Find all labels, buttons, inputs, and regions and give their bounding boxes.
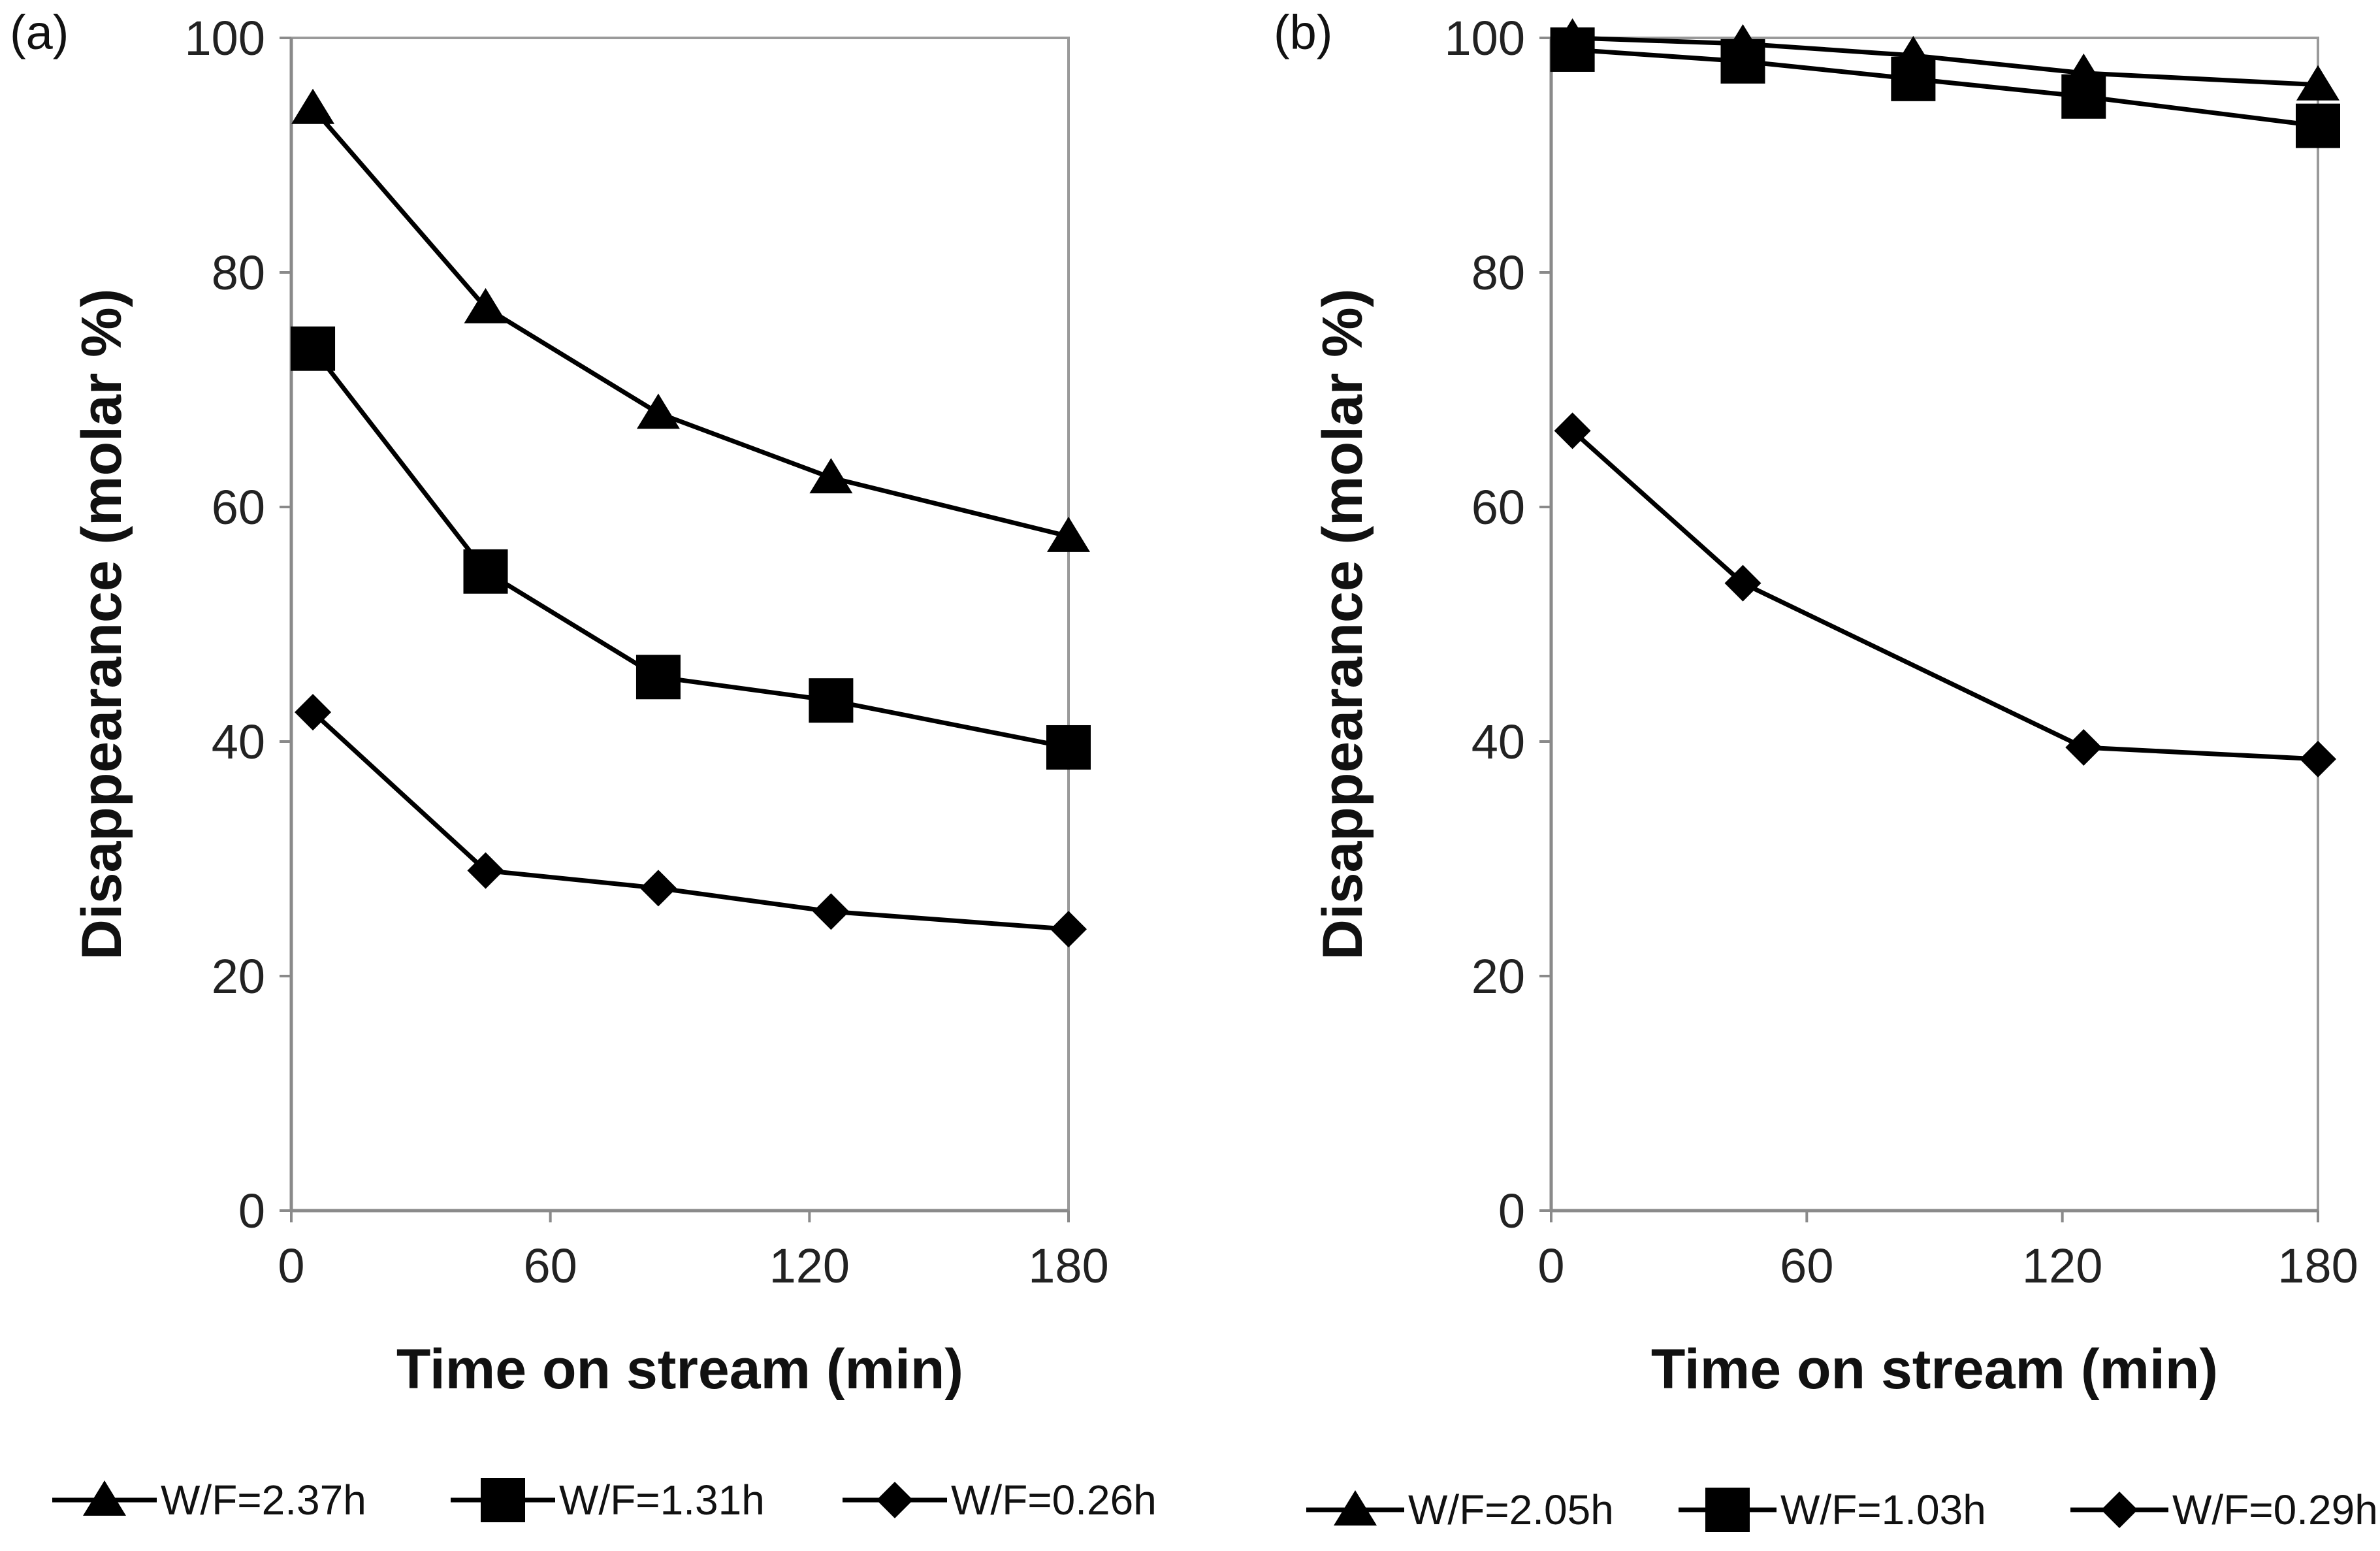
data-point-triangle [2296,65,2340,101]
legend-label: W/F=0.26h [951,1477,1157,1524]
legend-marker-square [1705,1488,1750,1532]
y-tick-label: 0 [1498,1184,1525,1238]
x-tick-label: 120 [769,1239,850,1293]
x-tick-label: 0 [1537,1239,1564,1293]
x-tick-label: 60 [524,1239,577,1293]
data-point-diamond [1724,564,1761,602]
x-axis-title: Time on stream (min) [1651,1338,2218,1401]
chart-panel-b: 0 20 40 60 80 100 0 60 120 180 Time on stream (min… [1274,5,2378,1533]
data-point-triangle [464,287,507,323]
legend-marker-triangle [1334,1490,1377,1526]
x-tick-label: 0 [278,1239,304,1293]
legend-entry: W/F=1.31h [451,1477,765,1524]
legend-label: W/F=0.29h [2172,1486,2378,1533]
data-point-square [2296,103,2340,148]
y-tick-label: 40 [1471,715,1525,769]
legend-marker-diamond [876,1482,913,1518]
x-tick-label: 180 [1028,1239,1108,1293]
legend-label: W/F=2.05h [1408,1486,1614,1533]
legend-entry: W/F=2.05h [1306,1486,1614,1533]
legend-entry: W/F=2.37h [52,1477,366,1524]
data-point-diamond [2300,740,2336,777]
legend-marker-triangle [83,1480,126,1516]
data-point-diamond [467,852,504,889]
x-tick-label: 180 [2277,1239,2358,1293]
data-point-square [2061,74,2106,119]
panel-label: (b) [1274,5,1332,59]
data-point-square [1550,27,1595,72]
y-tick-label: 60 [212,480,265,534]
y-tick-label: 20 [1471,949,1525,1004]
y-tick-label: 100 [185,11,265,65]
data-point-triangle [636,393,680,429]
series-square [291,326,1091,770]
data-point-diamond [1050,911,1087,948]
data-point-square [1046,725,1091,770]
data-point-square [635,655,681,700]
y-tick-label: 80 [212,246,265,300]
series-triangle [291,88,1090,552]
series-square [1550,27,2340,148]
series-line [1571,429,2319,762]
y-tick-label: 60 [1471,480,1525,534]
y-axis-title: Disappearance (molar %) [1311,289,1374,960]
legend-entry: W/F=0.26h [843,1477,1157,1524]
x-tick-label: 120 [2022,1239,2102,1293]
chart-panel-a: 0 20 40 60 80 100 0 60 120 180 Time on stream (min… [10,5,1157,1524]
data-point-square [1720,39,1765,84]
y-tick-label: 80 [1471,246,1525,300]
data-point-diamond [1554,412,1591,449]
data-point-triangle [809,458,853,494]
series-diamond [295,694,1087,948]
legend-label: W/F=1.31h [559,1477,765,1524]
legend-marker-square [481,1478,525,1522]
data-point-diamond [639,870,677,907]
x-tick-label: 60 [1780,1239,1833,1293]
legend-entry: W/F=1.03h [1679,1486,1986,1533]
data-point-diamond [812,893,850,930]
y-tick-label: 100 [1445,11,1525,65]
data-point-triangle [1047,516,1090,552]
legend-marker-diamond [2101,1492,2138,1528]
y-tick-label: 20 [212,949,265,1004]
y-axis-title: Disappearance (molar %) [71,289,133,960]
y-tick-label: 0 [238,1184,265,1238]
y-tick-label: 40 [212,715,265,769]
data-point-diamond [295,694,332,731]
data-point-square [291,326,336,371]
data-point-diamond [2065,728,2102,766]
panel-label: (a) [10,5,69,59]
data-point-square [809,678,854,723]
legend-entry: W/F=0.29h [2070,1486,2378,1533]
legend-label: W/F=2.37h [161,1477,366,1524]
x-axis-title: Time on stream (min) [396,1338,963,1401]
series-diamond [1554,412,2336,777]
data-point-square [1891,56,1936,101]
data-point-square [463,549,508,594]
data-point-triangle [291,88,335,124]
legend-label: W/F=1.03h [1780,1486,1986,1533]
